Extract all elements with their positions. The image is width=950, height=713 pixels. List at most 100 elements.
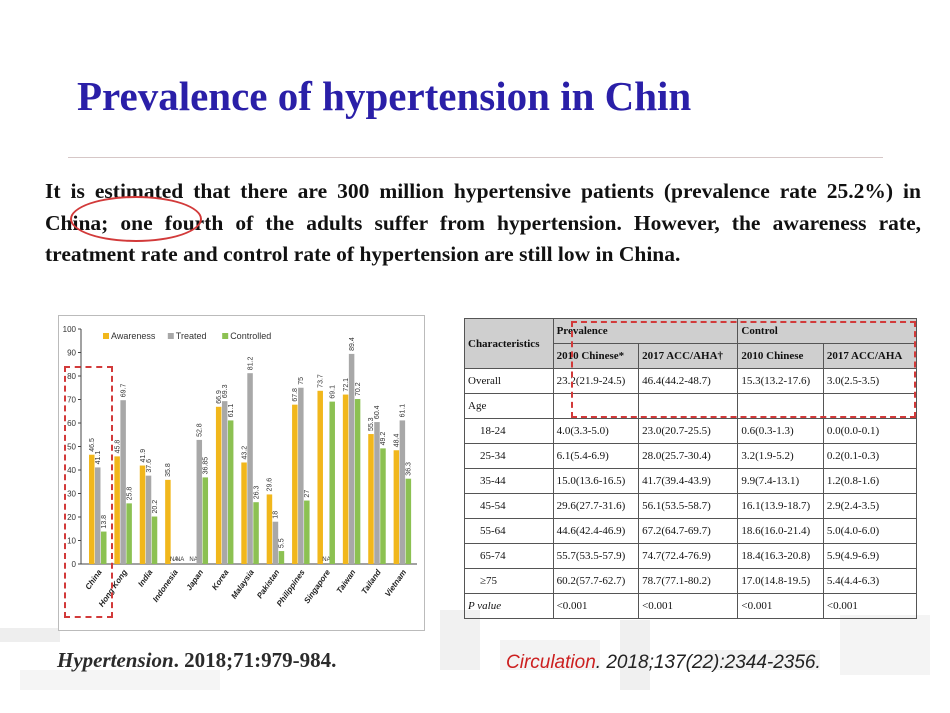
header-control: Control: [737, 318, 917, 344]
citation-journal: Circulation: [506, 652, 596, 673]
bar: [95, 467, 101, 564]
category-label: Indonesia: [151, 568, 180, 604]
bar: [139, 465, 146, 564]
y-tick-label: 0: [72, 560, 77, 569]
table-cell: 56.1(53.5-58.7): [638, 493, 739, 519]
bar-value-label: 41.1: [95, 451, 102, 465]
bar: [317, 390, 323, 564]
table-row: 65-74 55.7(53.5-57.9) 74.7(72.4-76.9) 18…: [464, 543, 918, 569]
background-watermark: [0, 610, 930, 690]
table-header-row: Characteristics Prevalence Control: [464, 318, 917, 369]
table-cell: 2.9(2.4-3.5): [822, 493, 918, 519]
bar-value-label: 72.1: [343, 378, 350, 392]
citation-hypertension: Hypertension. 2018;71:979-984.: [57, 648, 336, 673]
bar-value-label: 55.3: [368, 417, 375, 431]
table-cell: <0.001: [552, 593, 640, 619]
category-label: Korea: [210, 568, 231, 592]
legend-swatch: [103, 333, 109, 339]
row-label: 18-24: [464, 418, 554, 444]
table-cell: 60.2(57.7-62.7): [552, 568, 640, 594]
row-label: 65-74: [464, 543, 554, 569]
bar: [253, 502, 259, 564]
bar: [272, 521, 279, 564]
bar: [126, 503, 132, 564]
y-tick-label: 20: [67, 513, 76, 522]
na-label: NA: [176, 557, 184, 563]
subheader-cell: 2017 ACC/AHA†: [638, 343, 739, 369]
bar-value-label: 69.7: [120, 383, 127, 397]
category-label: China: [84, 568, 104, 592]
row-label: 25-34: [464, 443, 554, 469]
row-label: 55-64: [464, 518, 554, 544]
bar-value-label: 5.5: [279, 538, 286, 548]
subheader-cell: 2010 Chinese: [737, 343, 824, 369]
bar-value-label: 41.9: [140, 449, 147, 463]
table-cell: <0.001: [737, 593, 824, 619]
row-label: Overall: [464, 368, 554, 394]
bar-value-label: 81.2: [247, 356, 254, 370]
row-label: 45-54: [464, 493, 554, 519]
bar: [165, 479, 171, 564]
bar: [405, 478, 412, 564]
table-cell: 0.0(0.0-0.1): [822, 418, 918, 444]
legend-swatch: [222, 333, 229, 339]
table-cell: 41.7(39.4-43.9): [638, 468, 739, 494]
table-cell: 5.9(4.9-6.9): [822, 543, 918, 569]
bar: [399, 420, 406, 564]
row-label: ≥75: [464, 568, 554, 594]
chart-canvas: 0 10 20 30 40 50 60 70 80 90 100 Awareness Treated Co…: [63, 325, 417, 608]
table-cell: 6.1(5.4-6.9): [552, 443, 640, 469]
table-cell: <0.001: [822, 593, 918, 619]
y-tick-label: 50: [67, 443, 76, 452]
prevalence-table-panel: Characteristics Prevalence Control 2010 …: [464, 318, 918, 634]
legend-label: Treated: [176, 331, 207, 341]
bar-value-label: 52.8: [197, 423, 204, 437]
bar-value-label: 75: [298, 377, 305, 385]
table-cell: 74.7(72.4-76.9): [638, 543, 739, 569]
bar: [342, 394, 349, 564]
na-label: NA: [189, 557, 197, 563]
table-cell: 5.0(4.0-6.0): [822, 518, 918, 544]
table-row-overall: Overall 23.2(21.9-24.5) 46.4(44.2-48.7) …: [464, 368, 918, 394]
row-label: Age: [464, 393, 554, 419]
category-label: Vietnam: [383, 568, 408, 598]
table-cell: 18.4(16.3-20.8): [737, 543, 824, 569]
table-cell: 15.0(13.6-16.5): [552, 468, 640, 494]
bar-value-label: 49.2: [380, 432, 387, 446]
bar: [196, 439, 203, 564]
table-cell: 28.0(25.7-30.4): [638, 443, 739, 469]
table-cell: 78.7(77.1-80.2): [638, 568, 739, 594]
bar: [393, 450, 400, 564]
category-label: Malaysia: [229, 568, 256, 601]
bar-value-label: 45.8: [114, 440, 121, 454]
table-cell: 15.3(13.2-17.6): [737, 368, 824, 394]
na-label: NA: [170, 557, 178, 563]
table-cell: 4.0(3.3-5.0): [552, 418, 640, 444]
y-tick-label: 80: [67, 372, 76, 381]
bar: [215, 406, 222, 564]
bar: [329, 401, 335, 564]
bar-value-label: 48.4: [394, 434, 401, 448]
prevalence-highlight-ellipse: [70, 196, 202, 242]
legend-label: Awareness: [111, 331, 156, 341]
y-tick-label: 60: [67, 419, 76, 428]
bar: [151, 516, 158, 564]
bar-value-label: 67.8: [292, 388, 299, 402]
bar-value-label: 61.1: [400, 404, 407, 418]
bar: [101, 531, 107, 564]
bar-value-label: 66.9: [216, 390, 223, 404]
y-tick-label: 70: [67, 396, 76, 405]
legend-label: Controlled: [230, 331, 271, 341]
y-tick-label: 30: [67, 490, 76, 499]
bar-value-label: 36.85: [203, 457, 210, 475]
citation-journal: Hypertension: [57, 648, 174, 672]
bar: [247, 373, 253, 564]
bar: [304, 500, 310, 564]
table-cell: 9.9(7.4-13.1): [737, 468, 824, 494]
bar-value-label: 13.8: [101, 515, 108, 529]
table-cell: 3.0(2.5-3.5): [822, 368, 918, 394]
y-tick-label: 100: [63, 325, 77, 334]
citation-circulation: Circulation. 2018;137(22):2344-2356.: [506, 652, 821, 674]
bar: [120, 400, 126, 564]
table-cell: 55.7(53.5-57.9): [552, 543, 640, 569]
